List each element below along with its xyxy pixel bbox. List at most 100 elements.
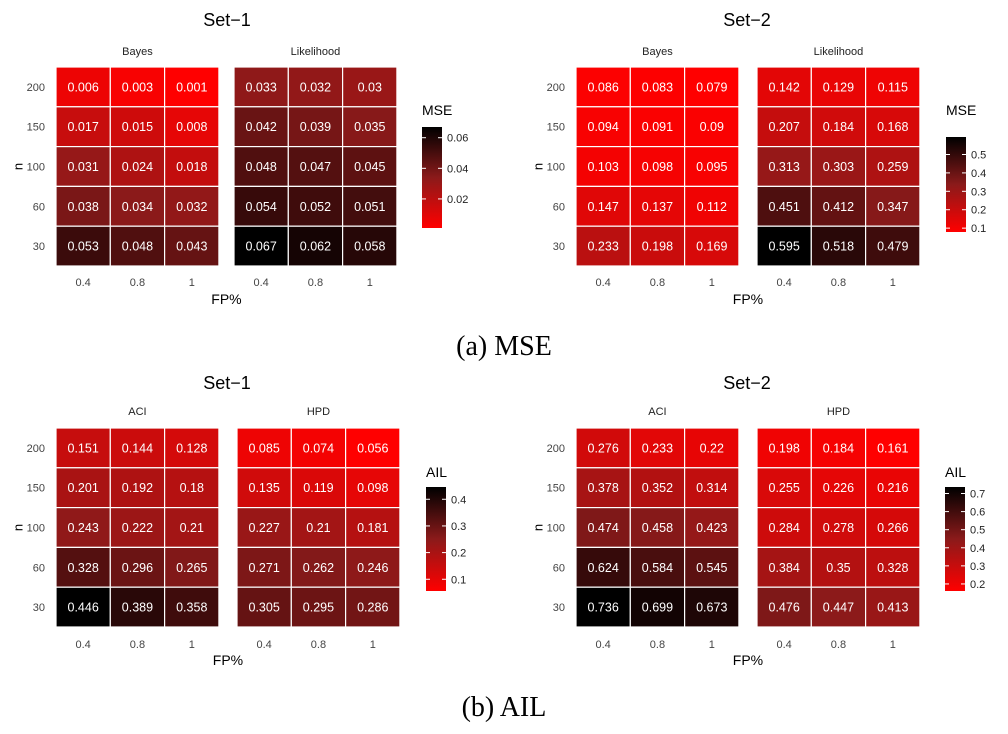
cell-value-label: 0.474: [588, 521, 619, 535]
caption-mse: (a) MSE: [456, 331, 552, 362]
panel-strip-label: Likelihood: [291, 46, 341, 58]
x-tick-label: 0.8: [130, 277, 145, 289]
legend-tick-label: 0.3: [971, 186, 986, 198]
cell-value-label: 0.255: [769, 481, 800, 495]
cell-value-label: 0.147: [588, 200, 619, 214]
x-tick-label: 0.4: [777, 277, 792, 289]
heatmap-cell: [683, 185, 740, 227]
heatmap-cell: [345, 507, 401, 549]
cell-value-label: 0.265: [176, 561, 207, 575]
cell-value-label: 0.035: [354, 120, 385, 134]
heatmap-cell: [683, 586, 740, 628]
heatmap-cell: [683, 225, 740, 267]
chart-title: Set−1: [203, 10, 251, 30]
cell-value-label: 0.184: [823, 441, 854, 455]
panel-strip-label: Likelihood: [814, 46, 864, 58]
cell-value-label: 0.062: [300, 240, 331, 254]
x-tick-label: 0.4: [777, 639, 792, 651]
cell-value-label: 0.006: [68, 80, 99, 94]
x-tick-label: 0.4: [76, 639, 91, 651]
cell-value-label: 0.048: [246, 160, 277, 174]
heatmap-cell: [756, 467, 812, 509]
heatmap-cell: [290, 586, 347, 628]
y-tick-label: 150: [27, 483, 45, 495]
y-tick-label: 100: [547, 523, 565, 535]
y-tick-label: 60: [33, 562, 45, 574]
cell-value-label: 0.352: [642, 481, 673, 495]
cell-value-label: 0.09: [700, 120, 724, 134]
legend-title: MSE: [946, 102, 976, 118]
heatmap-cell: [683, 146, 740, 188]
heatmap-cell: [55, 66, 111, 108]
cell-value-label: 0.142: [769, 80, 800, 94]
cell-value-label: 0.246: [357, 561, 388, 575]
x-tick-label: 1: [709, 277, 715, 289]
x-tick-label: 0.8: [311, 639, 326, 651]
cell-value-label: 0.083: [642, 80, 673, 94]
cell-value-label: 0.313: [769, 160, 800, 174]
heatmap-cell: [575, 586, 631, 628]
y-tick-label: 200: [547, 443, 565, 455]
cell-value-label: 0.058: [354, 240, 385, 254]
heatmap-cell: [236, 507, 292, 549]
cell-value-label: 0.286: [357, 601, 388, 615]
heatmap-cell: [810, 66, 867, 108]
heatmap-cell: [683, 66, 740, 108]
heatmap-cell: [864, 225, 921, 267]
legend-tick-label: 0.04: [447, 163, 468, 175]
cell-value-label: 0.347: [877, 200, 908, 214]
panel-strip-label: Bayes: [642, 46, 673, 58]
heatmap-cell: [233, 66, 289, 108]
cell-value-label: 0.091: [642, 120, 673, 134]
panel-aci: ACI 0.276 0.233 0.22 0.378 0.352 0.314 0.474 0.4…: [575, 406, 740, 651]
y-axis-label: n: [11, 524, 26, 531]
heatmap-cell: [575, 427, 631, 469]
cell-value-label: 0.21: [180, 521, 204, 535]
heatmap-cell: [756, 185, 812, 227]
heatmap-cell: [345, 546, 401, 588]
cell-value-label: 0.243: [68, 521, 99, 535]
x-tick-label: 1: [890, 277, 896, 289]
cell-value-label: 0.003: [122, 80, 153, 94]
heatmap-cell: [233, 106, 289, 148]
heatmap-cell: [810, 586, 867, 628]
cell-value-label: 0.168: [877, 120, 908, 134]
legend-tick-label: 0.5: [970, 525, 985, 537]
heatmap-cell: [287, 225, 344, 267]
cell-value-label: 0.184: [823, 120, 854, 134]
x-axis-label: FP%: [733, 291, 763, 307]
heatmap-chart-2: Set−2 n 200 150 100 60 30 Bayes 0.086 0.083 0.079 0…: [531, 10, 987, 307]
heatmap-cell: [164, 225, 220, 267]
heatmap-cell: [236, 427, 292, 469]
panel-strip-label: HPD: [307, 406, 330, 418]
heatmap-cell: [164, 586, 220, 628]
legend-tick-label: 0.06: [447, 133, 468, 145]
heatmap-cell: [810, 106, 867, 148]
cell-value-label: 0.358: [176, 601, 207, 615]
heatmap-cell: [864, 586, 921, 628]
cell-value-label: 0.447: [823, 601, 854, 615]
cell-value-label: 0.024: [122, 160, 153, 174]
y-tick-label: 200: [27, 82, 45, 94]
cell-value-label: 0.259: [877, 160, 908, 174]
cell-value-label: 0.008: [176, 120, 207, 134]
heatmap-cell: [575, 146, 631, 188]
y-tick-label: 30: [553, 241, 565, 253]
y-tick-label: 150: [547, 122, 565, 134]
cell-value-label: 0.479: [877, 240, 908, 254]
cell-value-label: 0.053: [68, 240, 99, 254]
heatmap-cell: [683, 106, 740, 148]
heatmap-cell: [233, 146, 289, 188]
x-tick-label: 0.4: [596, 639, 611, 651]
y-tick-label: 100: [27, 523, 45, 535]
panel-likelihood: Likelihood 0.142 0.129 0.115 0.207 0.184 0.168…: [756, 46, 921, 289]
cell-value-label: 0.233: [642, 441, 673, 455]
x-tick-label: 0.8: [831, 277, 846, 289]
legend-tick-label: 0.1: [971, 223, 986, 235]
legend-tick-label: 0.5: [971, 149, 986, 161]
heatmap-cell: [55, 225, 111, 267]
heatmap-cell: [575, 66, 631, 108]
x-tick-label: 0.4: [76, 277, 91, 289]
